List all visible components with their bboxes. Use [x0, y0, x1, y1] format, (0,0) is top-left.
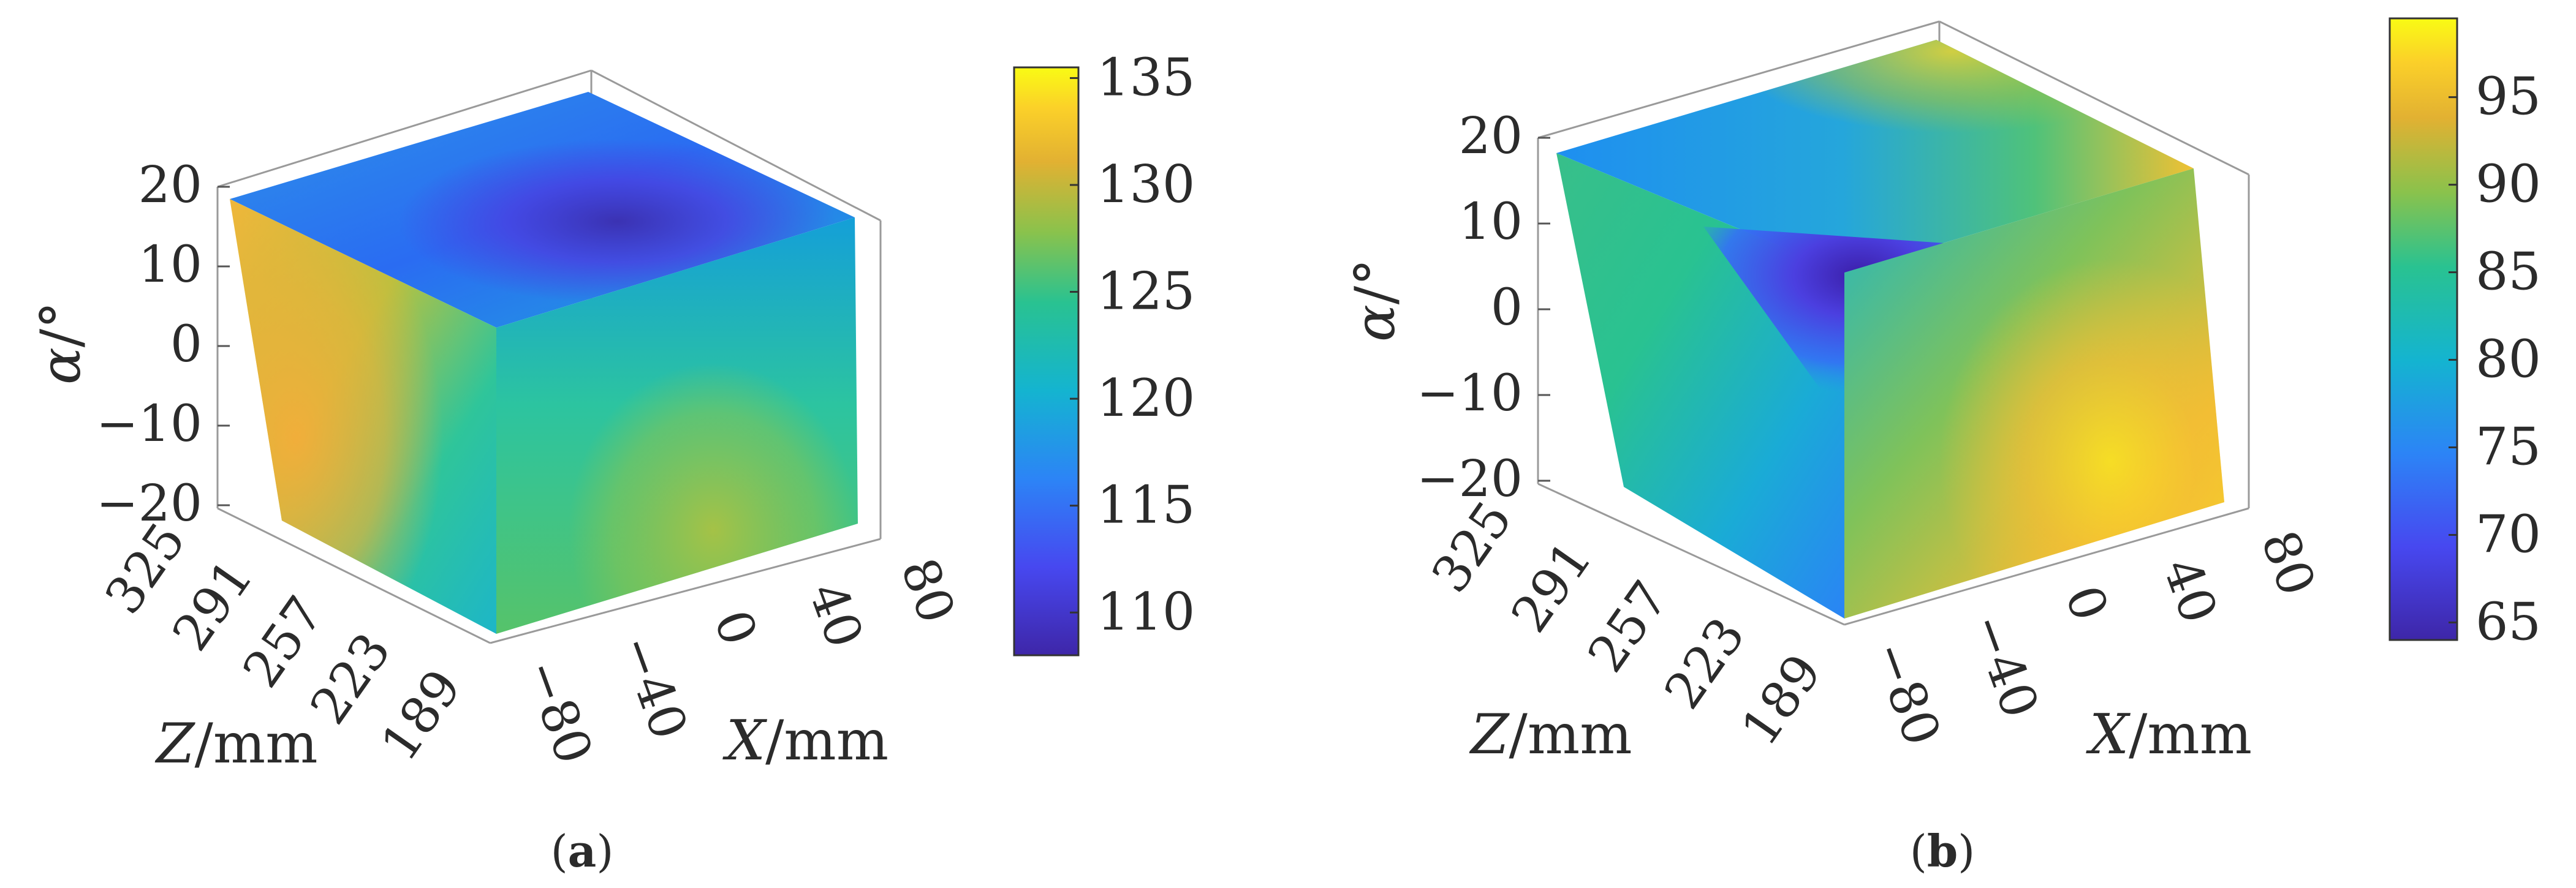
alpha-tick-label: 20 — [1459, 107, 1523, 165]
x-tick-label: −40 — [1958, 606, 2049, 725]
colorbar-tick-label: 85 — [2476, 242, 2541, 302]
face-right-shade — [1844, 168, 2224, 619]
z-tick-label: 189 — [1730, 644, 1833, 756]
surface-faces — [1556, 40, 2224, 619]
x-tick-label: −80 — [1860, 633, 1951, 753]
colorbar-tick-label: 65 — [2476, 592, 2541, 652]
z-tick-label: 257 — [1577, 571, 1680, 683]
x-axis: −80 −40 0 40 80 X/mm — [1860, 523, 2326, 767]
colorbar-tick-label: 110 — [1097, 582, 1195, 642]
alpha-tick-label: 0 — [1491, 279, 1523, 337]
x-tick-label: −40 — [607, 627, 698, 747]
alpha-tick-label: −20 — [96, 475, 202, 533]
x-tick-label: −80 — [512, 652, 603, 771]
face-top-shade — [230, 92, 855, 328]
z-tick-label: 291 — [1501, 531, 1604, 643]
surface-faces — [230, 92, 858, 634]
z-axis-label: Z/mm — [1469, 702, 1632, 767]
alpha-tick-label: −10 — [96, 395, 202, 453]
x-tick-label: 80 — [2249, 523, 2326, 603]
face-top-shade — [1556, 40, 2194, 273]
face-left-shade — [230, 199, 496, 634]
colorbar-ticks: 65 70 75 80 85 90 95 — [2449, 67, 2541, 652]
colorbar: 110 115 120 125 130 135 — [1013, 47, 1195, 657]
x-tick-label: 40 — [2151, 551, 2228, 631]
z-tick-label: 223 — [1654, 608, 1757, 720]
z-axis-label: Z/mm — [154, 712, 318, 776]
colorbar-ticks: 110 115 120 125 130 135 — [1070, 47, 1195, 642]
panel-a: 20 10 0 −10 −20 α/° 325 291 257 223 189 … — [29, 47, 1195, 877]
colorbar-tick-label: 70 — [2476, 504, 2541, 564]
x-tick-label: 40 — [797, 575, 874, 655]
alpha-axis-label: α/° — [1343, 258, 1407, 342]
x-tick-label: 80 — [889, 551, 966, 631]
panel-label-b: (b) — [1910, 825, 1976, 877]
alpha-tick-label: 0 — [170, 315, 202, 374]
colorbar-tick-label: 75 — [2476, 416, 2541, 476]
colorbar-gradient — [2388, 17, 2458, 641]
alpha-axis: 20 10 0 −10 −20 α/° — [29, 156, 230, 533]
colorbar-tick-label: 95 — [2476, 67, 2541, 127]
colorbar-tick-label: 120 — [1097, 368, 1195, 428]
face-right-shade — [496, 217, 858, 634]
colorbar-tick-label: 130 — [1097, 154, 1195, 214]
colorbar-tick-label: 115 — [1097, 475, 1195, 535]
colorbar-tick-label: 135 — [1097, 47, 1195, 107]
colorbar-tick-label: 125 — [1097, 262, 1195, 322]
colorbar: 65 70 75 80 85 90 95 — [2388, 17, 2541, 652]
alpha-axis-label: α/° — [29, 301, 93, 385]
x-axis-label: X/mm — [722, 709, 888, 773]
alpha-tick-label: 10 — [138, 236, 202, 294]
alpha-tick-label: −10 — [1417, 364, 1523, 423]
colorbar-tick-label: 90 — [2476, 154, 2541, 214]
colorbar-tick-label: 80 — [2476, 329, 2541, 389]
panel-label-a: (a) — [551, 825, 614, 877]
x-tick-label: 0 — [702, 603, 768, 653]
x-axis-label: X/mm — [2086, 702, 2252, 767]
alpha-tick-label: 20 — [138, 156, 202, 214]
alpha-tick-label: −20 — [1417, 450, 1523, 508]
panel-b: 20 10 0 −10 −20 α/° 325 291 257 223 189 … — [1343, 17, 2541, 877]
colorbar-gradient — [1013, 66, 1080, 657]
alpha-tick-label: 10 — [1459, 193, 1523, 251]
alpha-axis: 20 10 0 −10 −20 α/° — [1343, 107, 1550, 508]
x-tick-label: 0 — [2053, 578, 2119, 628]
